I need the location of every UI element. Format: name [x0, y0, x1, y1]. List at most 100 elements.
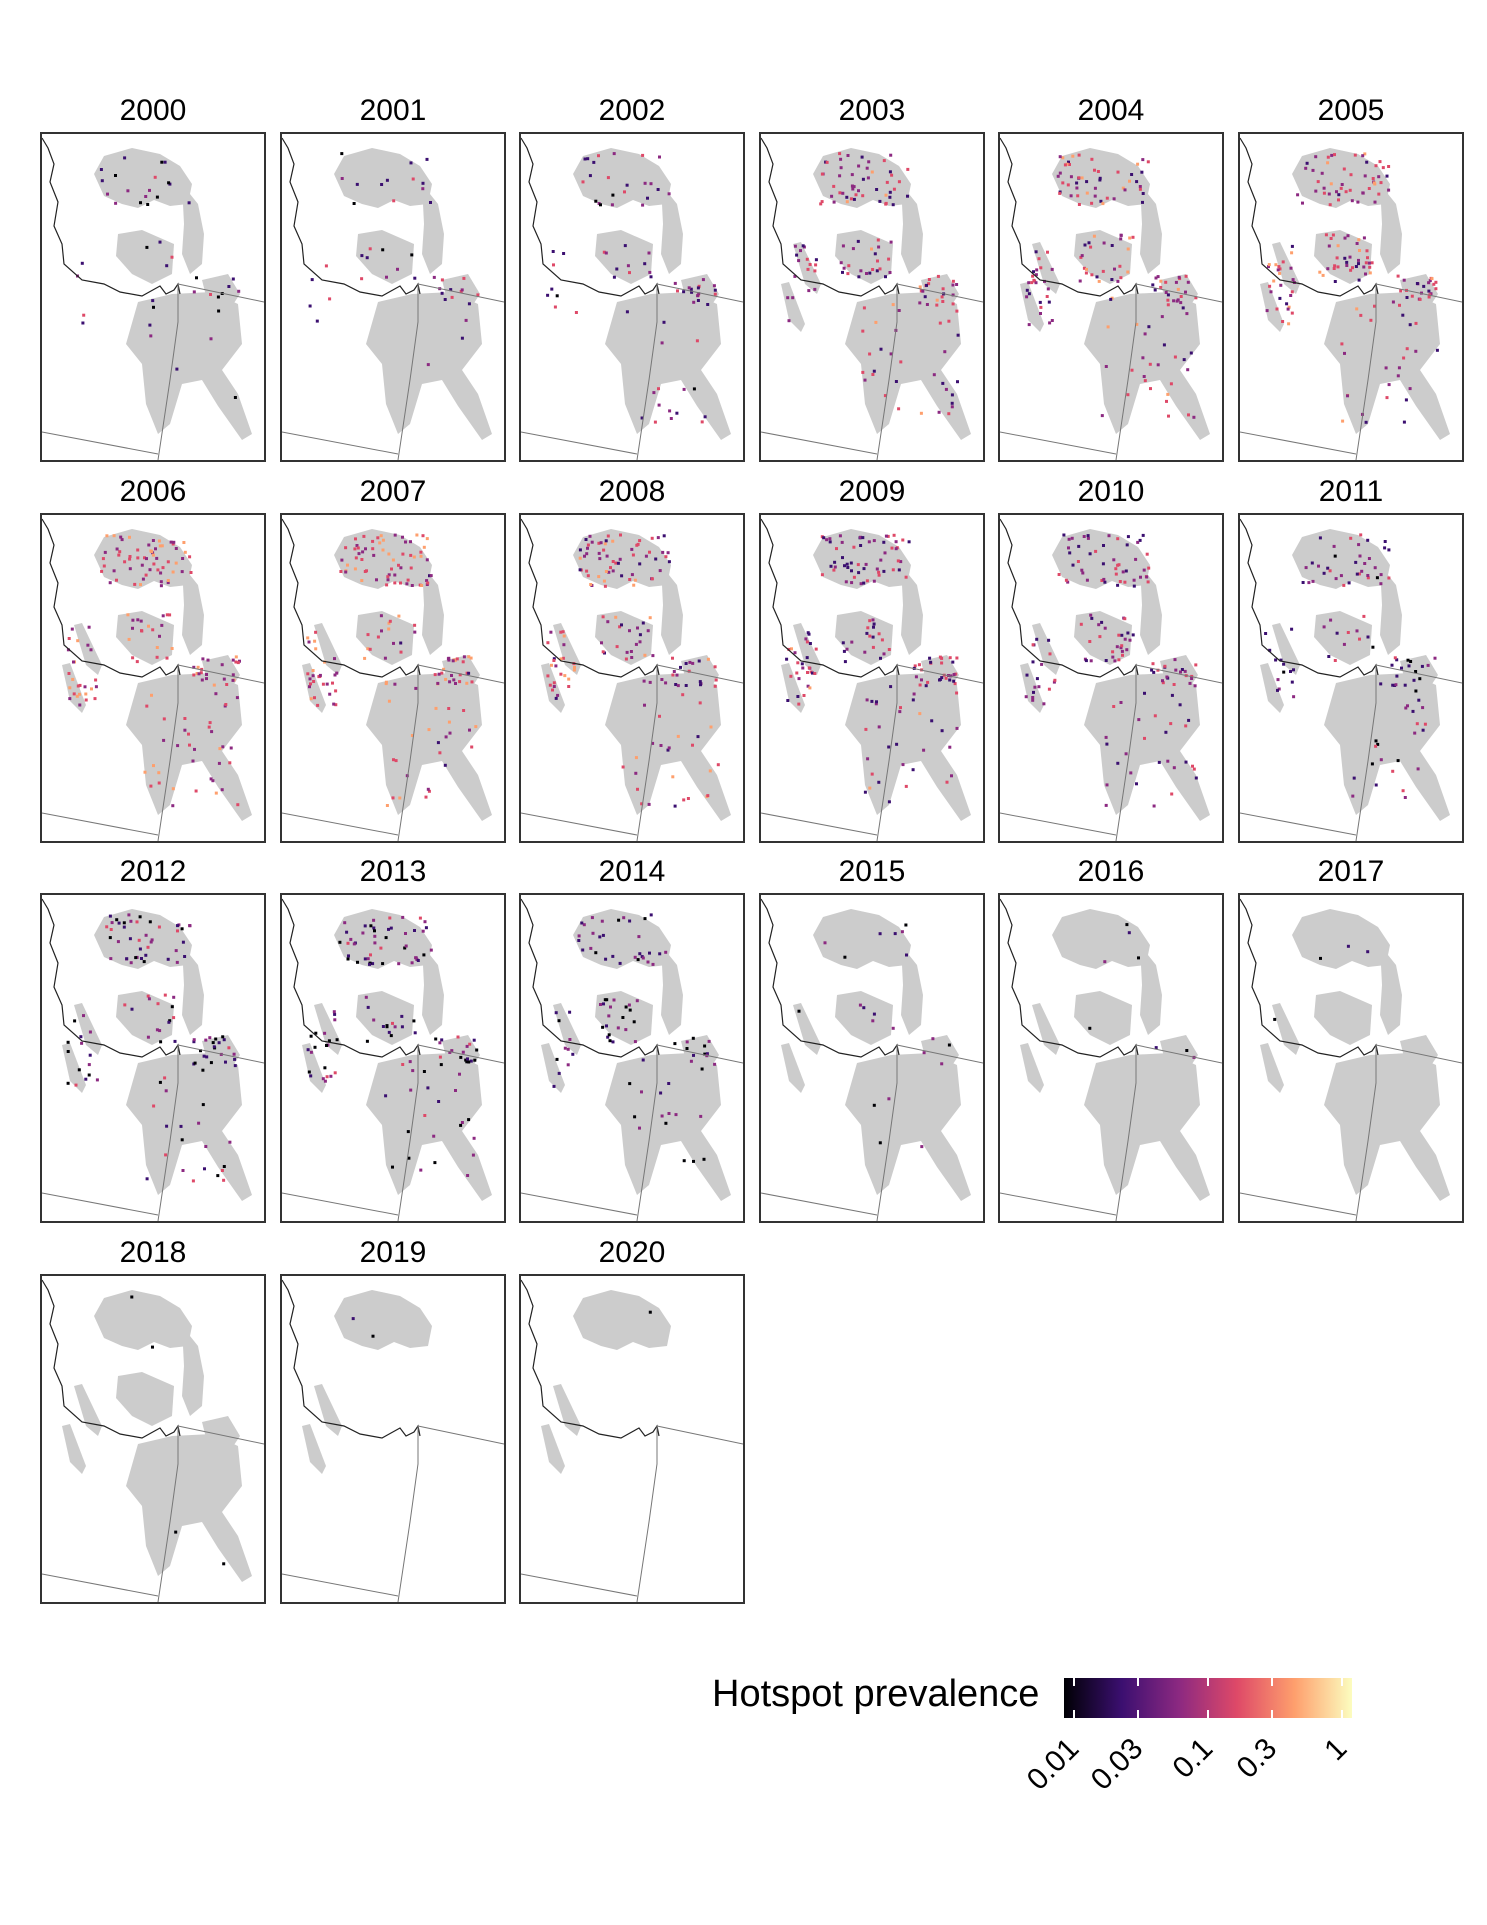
- state-border-line: [656, 1044, 743, 1064]
- state-border-line: [876, 284, 898, 460]
- panel-title-2001: 2001: [359, 94, 427, 127]
- state-border-line: [761, 431, 878, 455]
- panel-title-2000: 2000: [119, 94, 187, 127]
- state-border-line: [896, 1044, 983, 1064]
- state-border-line: [1115, 284, 1137, 460]
- map-panel-2005: [1238, 132, 1464, 462]
- hotspot-cells: [66, 913, 237, 1183]
- map-svg-2018: [42, 1279, 264, 1602]
- coast-border-line: [521, 898, 660, 1058]
- panel-title-2006: 2006: [119, 475, 187, 508]
- state-border-line: [157, 665, 179, 841]
- state-border-line: [1000, 431, 1117, 455]
- map-panel-2006: [40, 513, 266, 843]
- hotspot-cells: [76, 156, 241, 399]
- coast-border-line: [1240, 518, 1379, 678]
- legend-tick-mark: [1270, 1710, 1273, 1718]
- legend-tick-mark: [1270, 1678, 1273, 1686]
- state-border-line: [397, 1045, 419, 1221]
- species-range: [541, 529, 731, 821]
- map-svg-2007: [282, 518, 504, 841]
- state-border-line: [656, 283, 743, 303]
- state-border-line: [636, 1426, 658, 1602]
- map-panel-2001: [280, 132, 506, 462]
- map-svg-2016: [1000, 898, 1222, 1221]
- hotspot-cells: [1265, 152, 1439, 424]
- map-panel-2019: [280, 1274, 506, 1604]
- map-svg-2009: [761, 518, 983, 841]
- state-border-line: [896, 283, 983, 303]
- panel-title-2003: 2003: [838, 94, 906, 127]
- coast-border-line: [761, 898, 900, 1058]
- panel-title-2005: 2005: [1317, 94, 1385, 127]
- map-svg-2014: [521, 898, 743, 1221]
- state-border-line: [157, 284, 179, 460]
- state-border-line: [42, 1192, 159, 1216]
- hotspot-cells: [1025, 153, 1198, 419]
- hotspot-cells: [1024, 533, 1198, 808]
- state-border-line: [1115, 665, 1137, 841]
- map-panel-2018: [40, 1274, 266, 1604]
- state-border-line: [157, 1045, 179, 1221]
- map-panel-2014: [519, 893, 745, 1223]
- panel-title-2008: 2008: [598, 475, 666, 508]
- species-range: [781, 909, 971, 1201]
- state-border-line: [42, 812, 159, 836]
- species-range: [334, 148, 492, 440]
- state-border-line: [1240, 1192, 1357, 1216]
- map-panel-2002: [519, 132, 745, 462]
- map-svg-2015: [761, 898, 983, 1221]
- hotspot-cells: [308, 152, 480, 367]
- panel-title-2011: 2011: [1318, 475, 1384, 508]
- state-border-line: [1135, 1044, 1222, 1064]
- state-border-line: [177, 283, 264, 303]
- state-border-line: [397, 284, 419, 460]
- species-range: [302, 1290, 432, 1474]
- map-panel-2008: [519, 513, 745, 843]
- map-svg-2000: [42, 137, 264, 460]
- hotspot-cells: [786, 152, 960, 416]
- species-range: [781, 148, 971, 440]
- state-border-line: [1115, 1045, 1137, 1221]
- state-border-line: [282, 1192, 399, 1216]
- state-border-line: [397, 665, 419, 841]
- state-border-line: [1000, 1192, 1117, 1216]
- hotspot-cells: [351, 1317, 375, 1338]
- map-svg-2006: [42, 518, 264, 841]
- legend-tick-mark: [1341, 1710, 1343, 1718]
- state-border-line: [656, 664, 743, 684]
- state-border-line: [177, 664, 264, 684]
- map-panel-2009: [759, 513, 985, 843]
- coast-border-line: [521, 1279, 660, 1439]
- map-panel-2013: [280, 893, 506, 1223]
- state-border-line: [1240, 431, 1357, 455]
- coast-border-line: [521, 518, 660, 678]
- state-border-line: [1135, 664, 1222, 684]
- state-border-line: [636, 665, 658, 841]
- state-border-line: [417, 1425, 504, 1445]
- state-border-line: [177, 1425, 264, 1445]
- species-range: [94, 148, 252, 440]
- legend-tick-mark: [1136, 1710, 1139, 1718]
- state-border-line: [157, 1426, 179, 1602]
- state-border-line: [521, 1192, 638, 1216]
- hotspot-cells: [306, 533, 478, 807]
- coast-border-line: [1240, 898, 1379, 1058]
- map-panel-2010: [998, 513, 1224, 843]
- panel-title-2016: 2016: [1077, 855, 1145, 888]
- state-border-line: [397, 1426, 419, 1602]
- legend-tick-mark: [1207, 1710, 1209, 1718]
- map-svg-2001: [282, 137, 504, 460]
- hotspot-cells: [306, 915, 479, 1177]
- hotspot-cells: [648, 1310, 652, 1314]
- species-range: [541, 1290, 671, 1474]
- state-border-line: [876, 1045, 898, 1221]
- panel-title-2015: 2015: [838, 855, 906, 888]
- state-border-line: [896, 664, 983, 684]
- state-border-line: [1000, 812, 1117, 836]
- map-svg-2012: [42, 898, 264, 1221]
- panel-title-2020: 2020: [598, 1236, 666, 1269]
- map-panel-2003: [759, 132, 985, 462]
- state-border-line: [282, 431, 399, 455]
